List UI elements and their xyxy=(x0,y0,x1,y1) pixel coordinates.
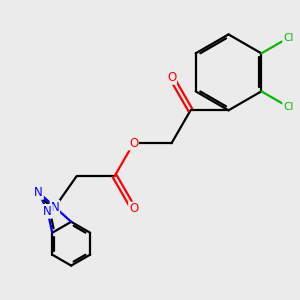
Text: O: O xyxy=(129,202,138,215)
Text: O: O xyxy=(129,137,138,150)
Text: Cl: Cl xyxy=(283,102,293,112)
Text: Cl: Cl xyxy=(283,33,293,43)
Text: N: N xyxy=(43,205,52,218)
Text: N: N xyxy=(34,186,43,199)
Text: O: O xyxy=(167,71,176,84)
Text: N: N xyxy=(50,201,59,214)
